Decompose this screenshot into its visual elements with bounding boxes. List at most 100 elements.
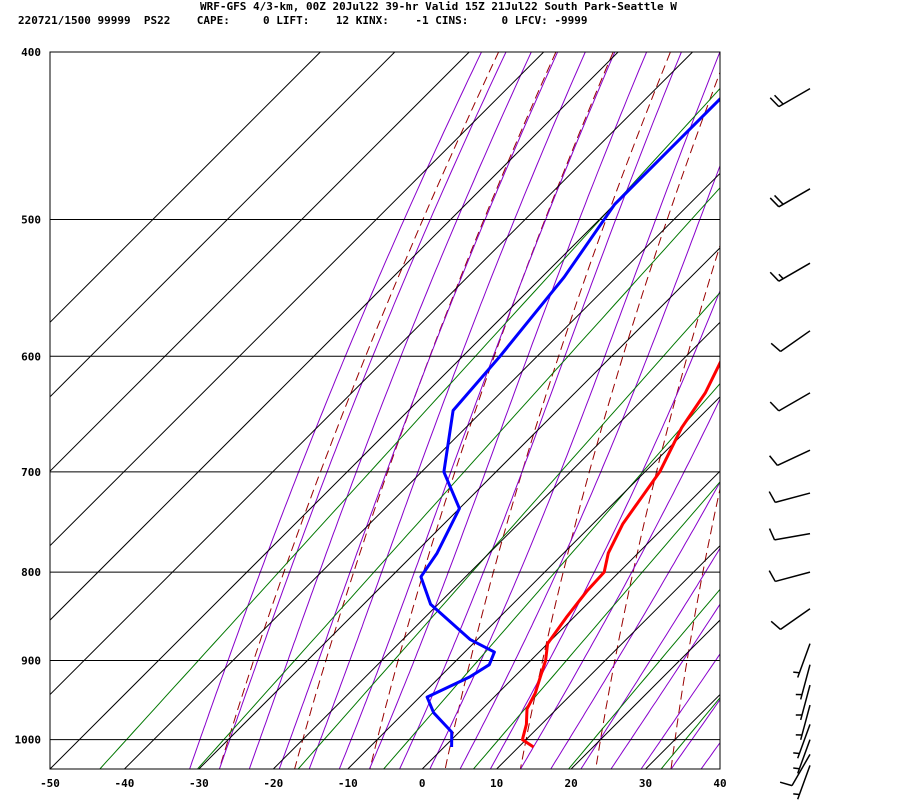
wind-barb-staff	[799, 684, 811, 721]
wind-barb-feather	[770, 342, 782, 353]
wind-barb-feather	[769, 197, 780, 208]
x-tick-label: 10	[490, 777, 503, 790]
moist-adiabat	[189, 52, 483, 769]
mixing-ratio-line	[196, 187, 720, 769]
wind-barb-staff	[778, 262, 811, 282]
y-tick-label: 1000	[15, 734, 42, 747]
wind-barb-staff	[778, 392, 811, 412]
wind-barb-staff	[775, 571, 811, 583]
wind-barb-staff	[780, 608, 811, 631]
isotherm-line	[50, 52, 545, 547]
wind-barbs	[768, 87, 811, 800]
wind-barb	[770, 608, 811, 631]
wind-barb-staff	[778, 188, 811, 208]
plot-frame	[49, 51, 721, 770]
y-tick-label: 800	[21, 566, 41, 579]
wind-barb	[795, 704, 811, 740]
wind-barb	[769, 449, 811, 467]
x-tick-label: 40	[713, 777, 726, 790]
mixing-ratio-line	[830, 14, 900, 784]
wind-barb-staff	[777, 449, 811, 467]
wind-barb-half-feather	[793, 671, 800, 674]
x-tick-label: 0	[419, 777, 426, 790]
wind-barb-feather	[779, 781, 793, 787]
y-tick-label: 400	[21, 46, 41, 59]
dry-adiabat	[896, 14, 900, 784]
wind-barb-staff	[780, 330, 811, 353]
wind-barb	[793, 643, 811, 678]
chart-indices-line: 220721/1500 99999 PS22 CAPE: 0 LIFT: 12 …	[18, 14, 588, 27]
wind-barb	[769, 87, 811, 108]
x-tick-label: -10	[338, 777, 358, 790]
grid	[50, 52, 720, 769]
dry-adiabat	[294, 52, 557, 769]
x-tick-label: -50	[40, 777, 60, 790]
wind-barb	[769, 262, 811, 282]
x-tick-label: -30	[189, 777, 209, 790]
wind-barb-half-feather	[793, 793, 800, 796]
moist-adiabat	[308, 52, 586, 769]
wind-barb-staff	[775, 492, 811, 504]
wind-barb	[769, 392, 811, 412]
wind-barb-feather	[769, 97, 780, 108]
dry-adiabat	[821, 14, 900, 784]
wind-barb	[768, 528, 811, 541]
wind-barb-staff	[796, 643, 811, 678]
moist-adiabat	[368, 52, 648, 769]
wind-barb	[795, 684, 811, 721]
wind-barb	[779, 754, 811, 787]
moist-adiabat	[610, 603, 720, 769]
wind-barb-feather	[774, 94, 784, 105]
wind-barb-staff	[799, 664, 811, 700]
wind-barb-feather	[774, 194, 784, 205]
wind-barb-half-feather	[778, 273, 784, 280]
wind-barb-staff	[796, 724, 811, 759]
moist-adiabat	[338, 52, 616, 769]
dry-adiabat	[444, 52, 671, 769]
y-tick-label: 900	[21, 655, 41, 668]
isotherm-line	[645, 693, 720, 769]
y-tick-labels: 400 500 600 700 800 900 1000	[15, 46, 42, 747]
chart-title: WRF-GFS 4/3-km, 00Z 20Jul22 39-hr Valid …	[200, 0, 677, 13]
profile-lines	[419, 96, 720, 749]
dewpoint-line	[419, 96, 720, 748]
wind-barb	[793, 765, 811, 800]
mixing-ratio-line	[99, 87, 720, 769]
wind-barb-half-feather	[793, 752, 800, 755]
x-tick-label: 30	[639, 777, 652, 790]
x-tick-label: -40	[115, 777, 135, 790]
mixing-ratio-line	[567, 588, 720, 769]
moist-adiabat	[248, 52, 532, 769]
moist-adiabat	[550, 481, 720, 769]
wind-barb	[769, 188, 811, 208]
y-tick-label: 600	[21, 350, 41, 363]
isotherm-line	[719, 768, 720, 769]
isotherm-line	[50, 52, 396, 398]
mixing-ratio-line	[383, 382, 720, 769]
isotherm-line	[570, 619, 720, 769]
dry-adiabat	[670, 486, 720, 769]
mixing-ratio-line	[660, 696, 720, 769]
wind-barb	[768, 491, 811, 504]
wind-barb-staff	[796, 739, 811, 774]
wind-barb-staff	[796, 765, 811, 800]
wind-barb	[793, 724, 811, 759]
mixing-ratio-line	[297, 291, 720, 769]
wind-barb-feather	[769, 455, 778, 466]
moist-adiabat	[278, 52, 559, 769]
wind-barb-feather	[769, 271, 780, 282]
wind-barb-staff	[774, 532, 811, 541]
isotherm-line	[50, 52, 470, 472]
wind-barb-feather	[769, 401, 780, 412]
isotherm-line	[421, 470, 720, 769]
wind-barb-staff	[778, 87, 811, 108]
wind-barb-staff	[799, 704, 811, 740]
x-tick-label: 20	[564, 777, 577, 790]
y-tick-label: 700	[21, 466, 41, 479]
moist-adiabat	[399, 52, 682, 769]
isotherm-line	[272, 321, 720, 769]
wind-barb	[770, 330, 811, 353]
background-lines	[99, 14, 900, 784]
x-tick-label: -20	[263, 777, 283, 790]
